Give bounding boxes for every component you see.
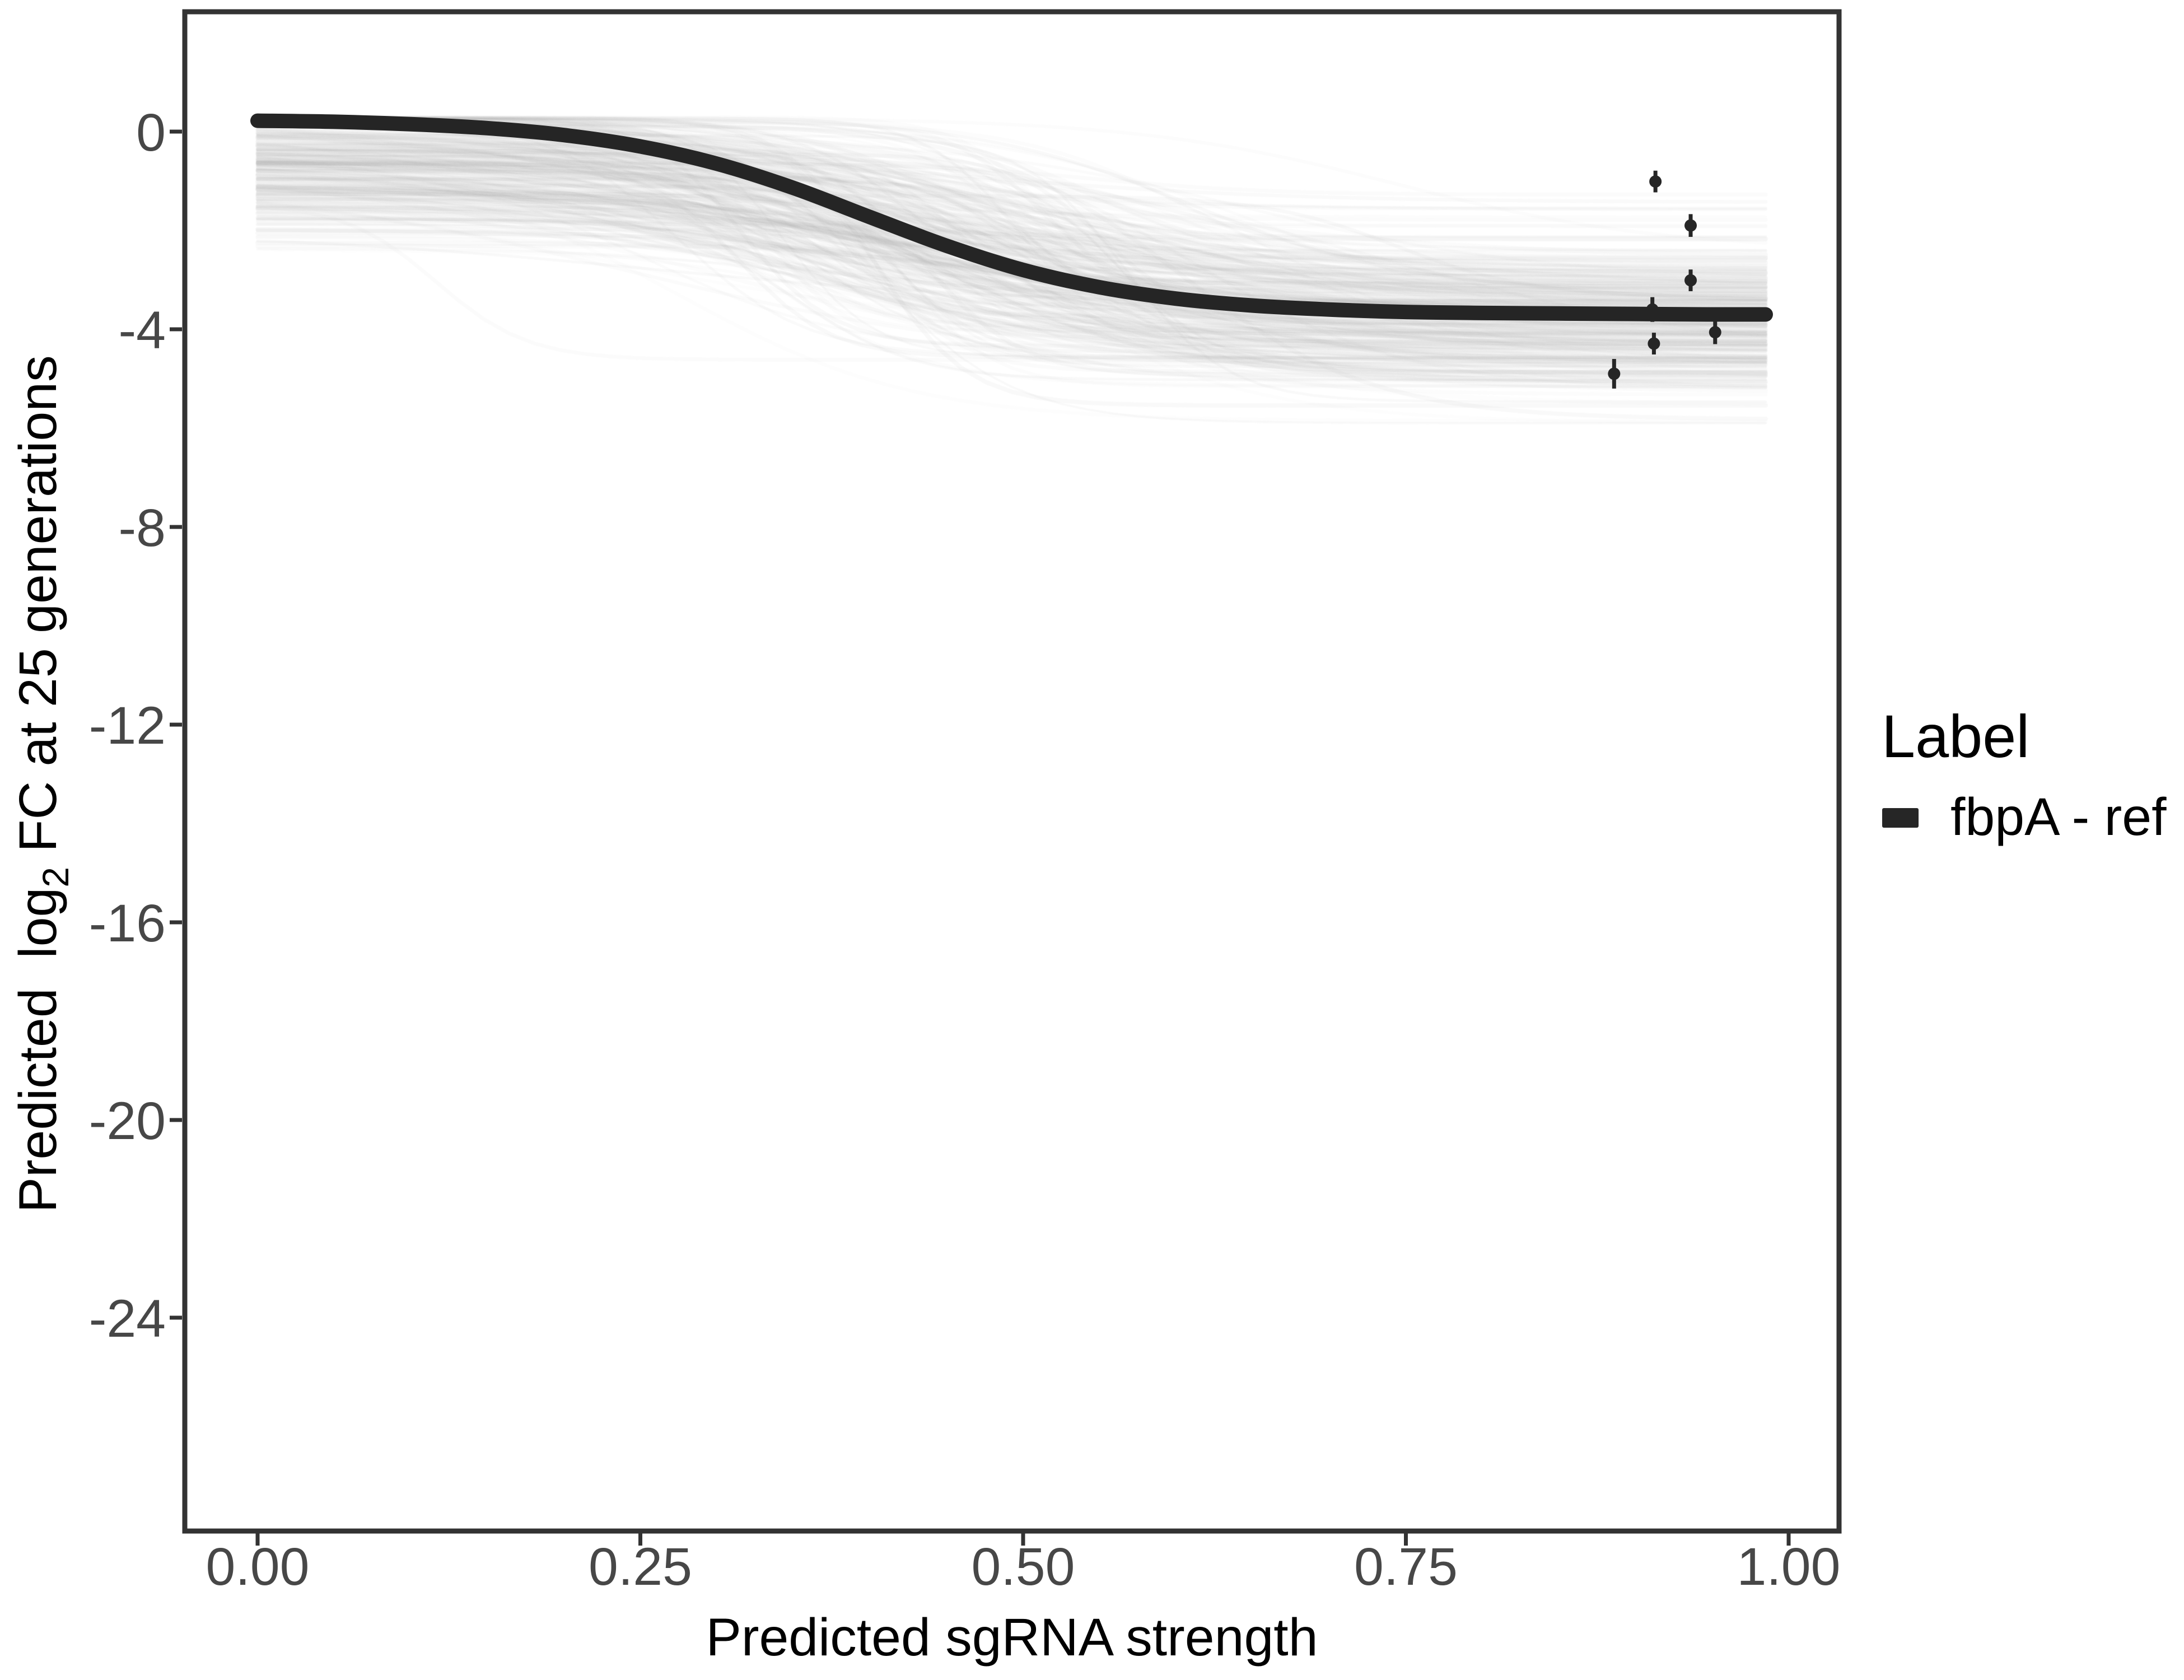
x-tick-label: 0.75 <box>1354 1537 1458 1597</box>
y-tick-label: -12 <box>89 696 166 755</box>
data-point <box>1709 326 1721 339</box>
x-tick-label: 1.00 <box>1737 1537 1841 1597</box>
panel-border <box>182 9 1842 1534</box>
y-axis-title: Predicted log2 FC at 25 generations <box>8 355 76 1212</box>
data-point <box>1608 367 1621 380</box>
data-point <box>1684 274 1697 287</box>
y-tick-label: -20 <box>89 1091 166 1151</box>
x-axis-ticks-group: 0.00 0.25 0.50 0.75 1.00 <box>206 1533 1841 1597</box>
x-tick-label: 0.00 <box>206 1537 310 1597</box>
data-point <box>1648 337 1660 350</box>
legend-key-line-swatch <box>1882 808 1919 828</box>
mean-curve-group <box>250 113 1773 322</box>
y-tick-label: -4 <box>119 301 166 360</box>
data-point <box>1684 219 1697 232</box>
data-points-group <box>1608 170 1721 389</box>
x-axis-title: Predicted sgRNA strength <box>706 1608 1318 1667</box>
y-axis-title-subscript: 2 <box>35 867 76 888</box>
y-tick-label: 0 <box>136 103 166 162</box>
x-tick-label: 0.25 <box>589 1537 692 1597</box>
legend: Label fbpA - ref <box>1882 702 2167 847</box>
y-tick-label: -24 <box>89 1289 166 1348</box>
y-tick-label: -8 <box>119 498 166 558</box>
legend-title: Label <box>1882 702 2029 770</box>
data-point <box>1649 175 1662 188</box>
y-tick-label: -16 <box>89 894 166 953</box>
x-tick-label: 0.50 <box>972 1537 1075 1597</box>
mean-curve-line <box>250 113 1773 322</box>
y-axis-title-pre: Predicted log <box>8 888 68 1213</box>
y-axis-ticks-group: 0 -4 -8 -12 -16 -20 -24 <box>89 103 182 1348</box>
legend-item-label: fbpA - ref <box>1950 787 2167 847</box>
y-axis-title-post: FC at 25 generations <box>8 355 68 867</box>
